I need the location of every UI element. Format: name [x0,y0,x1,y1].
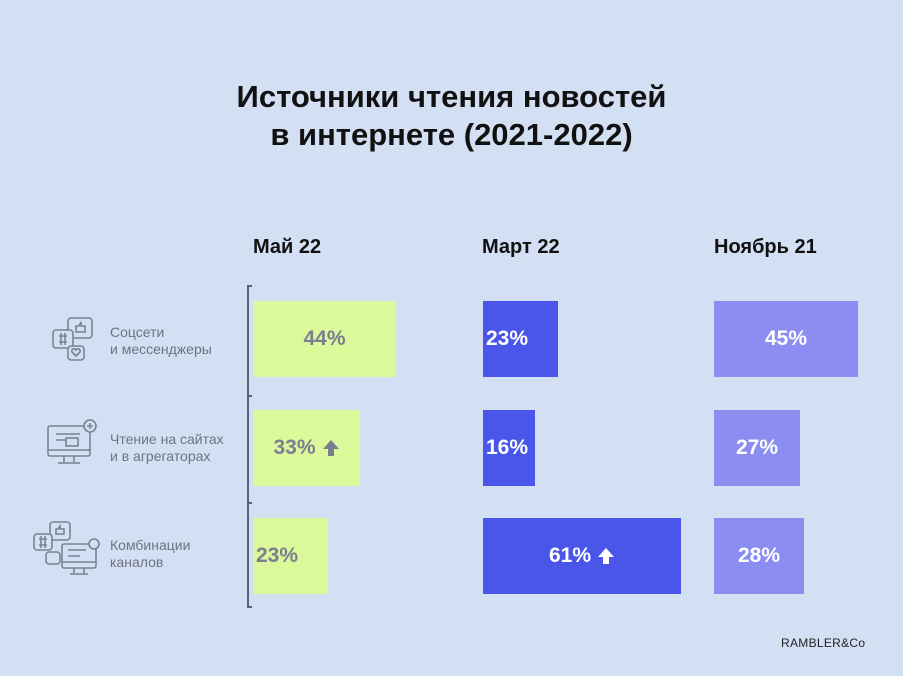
brand-logo: RAMBLER&Co [781,636,866,650]
chart-title: Источники чтения новостей в интернете (2… [0,78,903,154]
social-media-icon [52,317,93,361]
category-axis-bracket [247,285,252,608]
bar-value-label: 23% [256,544,299,567]
bar-march-row-1: 23% [483,301,558,377]
bar-value-label: 28% [737,544,781,567]
combined-channels-icon [33,521,100,575]
axis-separator [247,502,252,504]
increase-arrow-icon [322,440,339,456]
increase-arrow-icon [598,548,615,564]
row-label-combined-line-1: Комбинации [110,537,191,553]
website-reading-icon [47,419,97,464]
column-header-may: Май 22 [253,236,322,258]
axis-separator [247,395,252,397]
row-label-social: Соцсети и мессенджеры [110,324,212,358]
bar-november-row-3: 28% [714,518,804,594]
bar-march-row-2: 16% [483,410,535,486]
bar-may-row-2: 33% [253,410,360,486]
row-label-combined-line-2: каналов [110,554,164,570]
bar-value-label: 33% [273,436,316,459]
bar-value-label: 44% [303,327,346,350]
bar-value-label: 16% [486,436,529,459]
row-label-websites-line-1: Чтение на сайтах [110,431,224,447]
row-label-social-line-2: и мессенджеры [110,341,212,357]
bar-value-label: 23% [486,327,529,350]
bar-value-label: 27% [735,436,779,459]
column-header-november: Ноябрь 21 [714,236,817,258]
chart-title-line-2: в интернете (2021-2022) [270,117,633,152]
row-label-websites-line-2: и в агрегаторах [110,448,211,464]
row-label-combined: Комбинации каналов [110,537,190,571]
bar-may-row-1: 44% [253,301,396,377]
bar-november-row-1: 45% [714,301,858,377]
bar-november-row-2: 27% [714,410,800,486]
row-label-websites: Чтение на сайтах и в агрегаторах [110,431,224,465]
bar-value-label: 45% [764,327,808,350]
row-label-social-line-1: Соцсети [110,324,165,340]
bar-march-row-3: 61% [483,518,681,594]
bar-may-row-3: 23% [253,518,328,594]
bar-value-label: 61% [548,544,592,567]
chart-title-line-1: Источники чтения новостей [236,79,667,114]
column-header-march: Март 22 [482,236,560,258]
